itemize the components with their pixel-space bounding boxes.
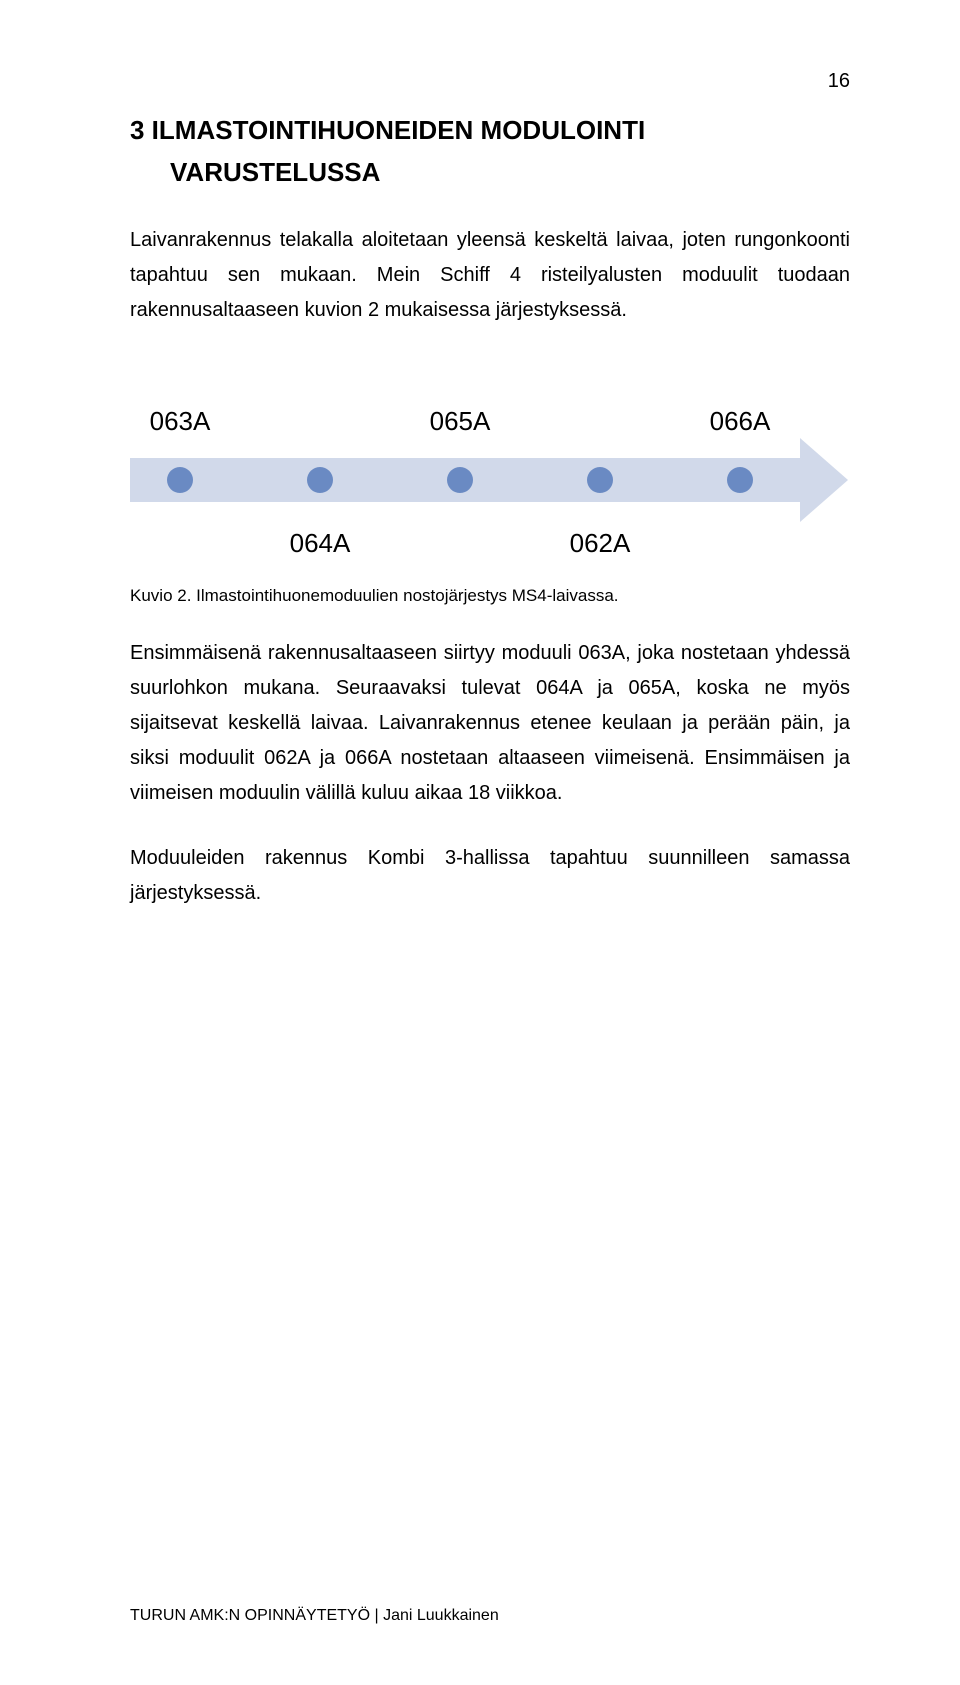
- arrow-head-icon: [800, 438, 848, 522]
- timeline-bottom-label: 064A: [290, 528, 351, 559]
- timeline-top-label: 063A: [150, 406, 211, 437]
- timeline-dot: [167, 467, 193, 493]
- intro-paragraph: Laivanrakennus telakalla aloitetaan ylee…: [130, 223, 850, 328]
- body-paragraph-2: Ensimmäisenä rakennusaltaaseen siirtyy m…: [130, 636, 850, 811]
- section-heading: 3 ILMASTOINTIHUONEIDEN MODULOINTI VARUST…: [130, 110, 850, 193]
- heading-line-2: VARUSTELUSSA: [170, 157, 380, 187]
- page-number: 16: [828, 70, 850, 93]
- timeline-top-label: 065A: [430, 406, 491, 437]
- timeline-bottom-label: 062A: [570, 528, 631, 559]
- timeline-arrow-chart: 063A 064A 065A 062A 066A: [130, 378, 850, 578]
- chart-caption: Kuvio 2. Ilmastointihuonemoduulien nosto…: [130, 586, 850, 606]
- footer-text: TURUN AMK:N OPINNÄYTETYÖ | Jani Luukkain…: [130, 1607, 499, 1625]
- body-paragraph-3: Moduuleiden rakennus Kombi 3-hallissa ta…: [130, 841, 850, 911]
- heading-line-1: 3 ILMASTOINTIHUONEIDEN MODULOINTI: [130, 115, 645, 145]
- timeline-dot: [587, 467, 613, 493]
- timeline-chart-container: 063A 064A 065A 062A 066A: [130, 378, 850, 578]
- timeline-top-label: 066A: [710, 406, 771, 437]
- timeline-dot: [727, 467, 753, 493]
- timeline-dot: [307, 467, 333, 493]
- timeline-dot: [447, 467, 473, 493]
